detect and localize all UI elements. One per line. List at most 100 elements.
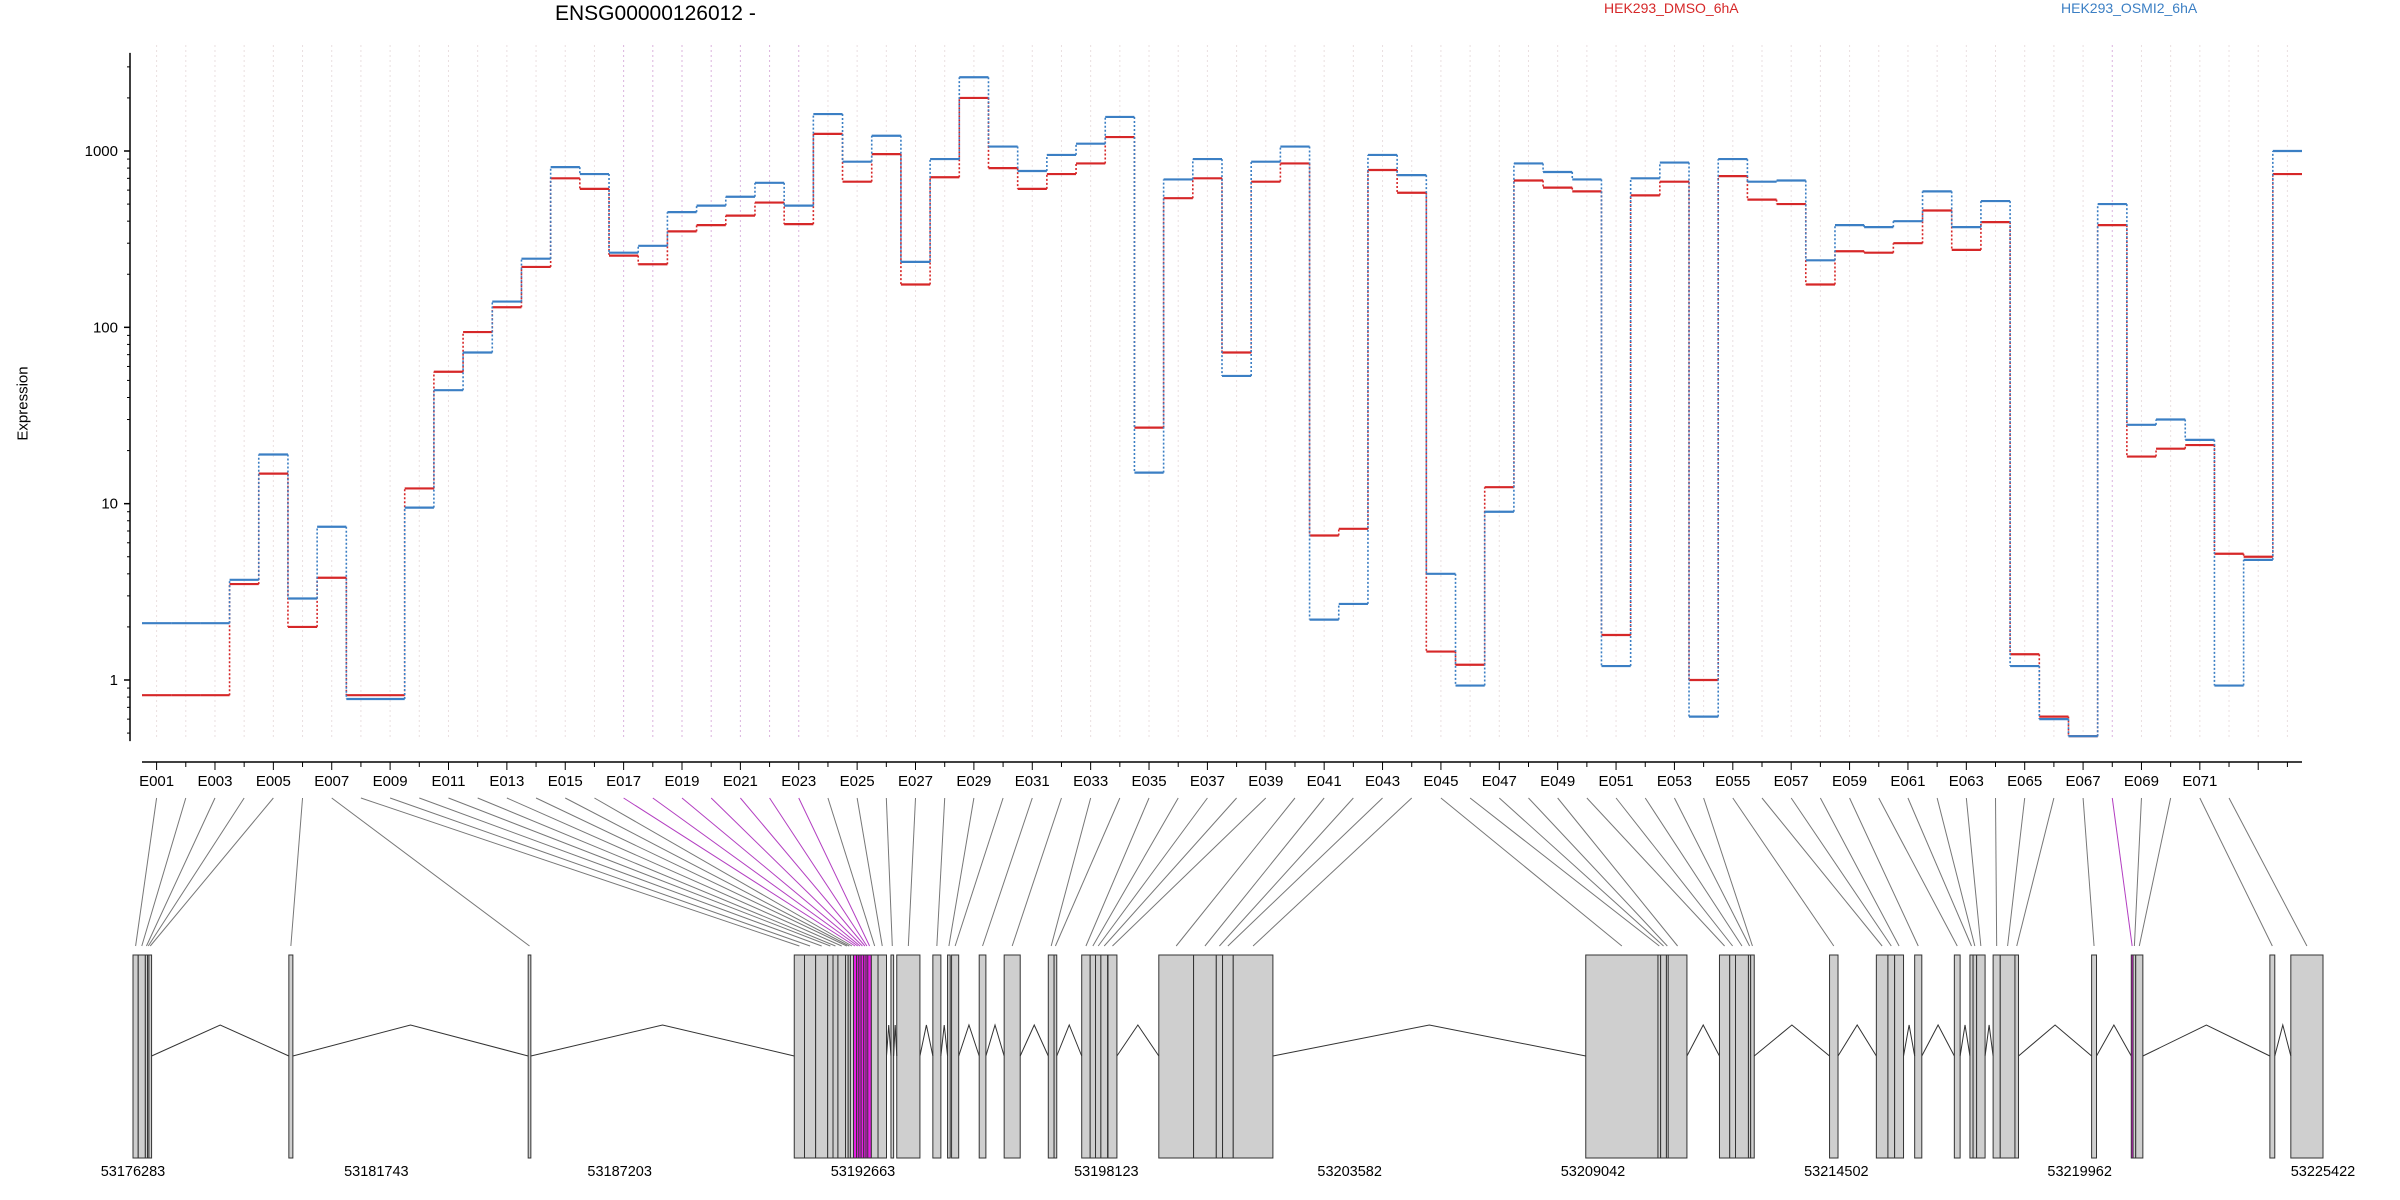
exon-box bbox=[1829, 954, 1839, 1159]
intron-line bbox=[2018, 1024, 2092, 1057]
exon-connector bbox=[1227, 797, 1383, 947]
exon-connector bbox=[146, 797, 216, 947]
coordinate-label: 53181743 bbox=[344, 1164, 409, 1180]
x-tick-label: E049 bbox=[1540, 773, 1575, 790]
intron-line bbox=[1116, 1024, 1160, 1057]
exon-box bbox=[896, 954, 921, 1159]
exon-connector bbox=[2111, 797, 2133, 947]
exon-connector bbox=[389, 797, 811, 947]
intron-line bbox=[985, 1023, 1005, 1057]
exon-connector bbox=[1761, 797, 1883, 947]
x-tick-label: E015 bbox=[548, 773, 583, 790]
exon-connector bbox=[1790, 797, 1892, 947]
intron-line bbox=[919, 1024, 934, 1057]
exon-connector bbox=[1112, 797, 1267, 947]
intron-line bbox=[940, 1024, 949, 1057]
y-tick-label: 1 bbox=[110, 672, 118, 689]
exon-box bbox=[1089, 954, 1097, 1159]
exon-box bbox=[2269, 954, 2276, 1159]
exon-connector bbox=[1054, 797, 1121, 947]
y-tick-label: 100 bbox=[93, 319, 118, 336]
x-tick-label: E013 bbox=[489, 773, 524, 790]
exon-connector bbox=[1469, 797, 1660, 947]
exon-connector bbox=[739, 797, 866, 947]
exon-box bbox=[1222, 954, 1234, 1159]
exon-connector bbox=[1673, 797, 1750, 947]
exon-box bbox=[877, 954, 888, 1159]
exon-connector bbox=[147, 797, 245, 947]
exon-box bbox=[1193, 954, 1217, 1159]
x-tick-label: E027 bbox=[898, 773, 933, 790]
intron-line bbox=[1056, 1023, 1083, 1057]
x-tick-label: E057 bbox=[1774, 773, 1809, 790]
x-tick-label: E025 bbox=[840, 773, 875, 790]
exon-box bbox=[1047, 954, 1055, 1159]
exon-box bbox=[1999, 954, 2016, 1159]
exon-box bbox=[827, 954, 834, 1159]
x-tick-label: E047 bbox=[1482, 773, 1517, 790]
x-tick-label: E009 bbox=[373, 773, 408, 790]
exon-connector bbox=[1732, 797, 1835, 947]
intron-line bbox=[1837, 1024, 1877, 1057]
exon-connector bbox=[565, 797, 850, 947]
exon-connector bbox=[954, 797, 1004, 947]
exon-connector bbox=[419, 797, 822, 947]
exon-connector bbox=[1557, 797, 1678, 947]
exon-connector bbox=[2199, 797, 2273, 947]
coordinate-label: 53214502 bbox=[1804, 1164, 1869, 1180]
exon-connector bbox=[885, 797, 893, 947]
x-tick-label: E053 bbox=[1657, 773, 1692, 790]
exon-connector bbox=[1498, 797, 1664, 947]
exon-connector bbox=[710, 797, 863, 947]
exon-connector bbox=[1819, 797, 1900, 947]
intron-line bbox=[1686, 1023, 1720, 1057]
coordinate-label: 53176283 bbox=[101, 1164, 166, 1180]
x-tick-label: E019 bbox=[664, 773, 699, 790]
exon-box bbox=[2014, 954, 2020, 1159]
exon-connector bbox=[1995, 797, 1998, 947]
x-tick-label: E041 bbox=[1307, 773, 1342, 790]
exon-connector bbox=[982, 797, 1033, 947]
exon-connector bbox=[2138, 797, 2172, 947]
exon-box bbox=[1887, 954, 1896, 1159]
intron-line bbox=[893, 1024, 898, 1057]
exon-box bbox=[803, 954, 817, 1159]
exon-box bbox=[1992, 954, 2001, 1159]
x-tick-label: E059 bbox=[1832, 773, 1867, 790]
x-tick-label: E001 bbox=[139, 773, 174, 790]
exon-box bbox=[1585, 954, 1659, 1159]
x-tick-label: E011 bbox=[432, 773, 466, 790]
exon-box bbox=[867, 954, 872, 1159]
exon-box bbox=[132, 954, 139, 1159]
legend-series-2: HEK293_OSMI2_6hA bbox=[2061, 0, 2198, 16]
coordinate-label: 53219962 bbox=[2047, 1164, 2112, 1180]
y-tick-label: 1000 bbox=[85, 143, 118, 160]
exon-box bbox=[1972, 954, 1978, 1159]
exon-connector bbox=[535, 797, 848, 947]
coordinate-label: 53187203 bbox=[587, 1164, 652, 1180]
exon-box bbox=[1718, 954, 1731, 1159]
x-tick-label: E029 bbox=[956, 773, 991, 790]
exon-connector bbox=[623, 797, 856, 947]
intron-line bbox=[886, 1024, 892, 1057]
exon-box bbox=[1215, 954, 1224, 1159]
intron-line bbox=[1903, 1024, 1916, 1057]
coordinate-label: 53198123 bbox=[1074, 1164, 1139, 1180]
exon-connector bbox=[1219, 797, 1354, 947]
intron-line bbox=[1959, 1024, 1971, 1057]
exon-connector bbox=[1175, 797, 1296, 947]
exon-connector bbox=[331, 797, 530, 947]
x-tick-label: E021 bbox=[723, 773, 758, 790]
exon-box bbox=[1100, 954, 1109, 1159]
exon-box bbox=[288, 954, 294, 1159]
exon-connector bbox=[948, 797, 975, 947]
x-tick-label: E031 bbox=[1015, 773, 1050, 790]
coordinate-label: 53225422 bbox=[2291, 1164, 2356, 1180]
exon-connector bbox=[1907, 797, 1972, 947]
intron-line bbox=[2274, 1023, 2292, 1057]
exon-box bbox=[1953, 954, 1961, 1159]
intron-line bbox=[1019, 1023, 1049, 1057]
x-tick-label: E037 bbox=[1190, 773, 1225, 790]
